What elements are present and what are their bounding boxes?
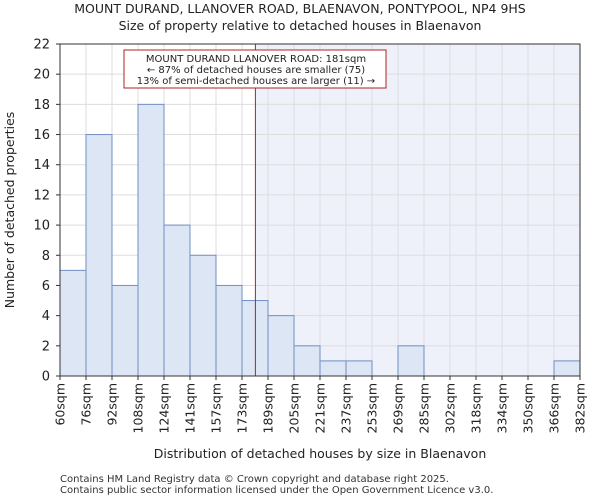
x-axis-ticks: 60sqm 76sqm 92sqm 108sqm 124sqm 141sqm 157sqm 1… [53, 376, 588, 433]
annotation-box [123, 49, 387, 89]
x-tick-label: 302sqm [443, 383, 458, 433]
x-tick-label: 141sqm [183, 383, 198, 433]
bar [85, 134, 113, 377]
x-tick-label: 157sqm [209, 383, 224, 433]
y-axis-label: Number of detached properties [2, 112, 17, 309]
x-tick-label: 285sqm [417, 383, 432, 433]
bar [163, 224, 191, 377]
bar [345, 360, 373, 377]
y-tick-label: 22 [33, 38, 50, 53]
annotation-line-3: 13% of semi-detached houses are larger (… [137, 76, 375, 87]
bar [59, 269, 87, 377]
x-tick-label: 366sqm [547, 383, 562, 433]
footer-line-1: Contains HM Land Registry data © Crown c… [60, 474, 449, 485]
x-tick-label: 221sqm [313, 383, 328, 433]
x-tick-label: 253sqm [365, 383, 380, 433]
x-tick-label: 205sqm [287, 383, 302, 433]
y-tick-label: 0 [42, 370, 50, 385]
x-tick-label: 269sqm [391, 383, 406, 433]
y-tick-label: 18 [33, 98, 50, 113]
y-tick-label: 10 [33, 219, 50, 234]
x-tick-label: 76sqm [79, 383, 94, 426]
bars [59, 103, 581, 377]
x-tick-label: 237sqm [339, 383, 354, 433]
histogram-chart: 0 2 4 6 8 10 12 14 16 18 20 22 60sqm 76sqm 92sqm 108sq… [2, 38, 588, 462]
annotation-line-1: MOUNT DURAND LLANOVER ROAD: 181sqm [146, 54, 366, 65]
y-tick-label: 20 [33, 68, 50, 83]
chart-subtitle: Size of property relative to detached ho… [118, 18, 482, 33]
x-tick-label: 173sqm [235, 383, 250, 433]
y-tick-label: 4 [42, 309, 50, 324]
bar [293, 345, 321, 377]
x-tick-label: 350sqm [521, 383, 536, 433]
right-of-marker-shade [255, 44, 580, 376]
bar [553, 360, 581, 377]
y-tick-label: 8 [42, 249, 50, 264]
bar [137, 103, 165, 377]
y-tick-label: 12 [33, 188, 50, 203]
bar [111, 284, 139, 377]
annotation-line-2: ← 87% of detached houses are smaller (75… [147, 65, 365, 76]
y-tick-label: 6 [42, 279, 50, 294]
x-tick-label: 189sqm [261, 383, 276, 433]
x-tick-label: 108sqm [131, 383, 146, 433]
y-tick-label: 16 [33, 128, 50, 143]
x-tick-label: 318sqm [469, 383, 484, 433]
chart-title: MOUNT DURAND, LLANOVER ROAD, BLAENAVON, … [74, 1, 526, 16]
bar [189, 254, 217, 377]
y-tick-label: 2 [42, 339, 50, 354]
x-tick-label: 124sqm [157, 383, 172, 433]
footer-line-2: Contains public sector information licen… [60, 485, 494, 496]
y-axis-ticks: 0 2 4 6 8 10 12 14 16 18 20 22 [33, 38, 60, 385]
x-tick-label: 334sqm [495, 383, 510, 433]
marker-annotation: MOUNT DURAND LLANOVER ROAD: 181sqm ← 87%… [123, 49, 387, 89]
x-tick-label: 92sqm [105, 383, 120, 426]
y-tick-label: 14 [33, 158, 50, 173]
bar [319, 360, 347, 377]
x-axis-label: Distribution of detached houses by size … [154, 446, 487, 461]
x-tick-label: 60sqm [53, 383, 68, 426]
bar [397, 345, 425, 377]
x-tick-label: 382sqm [573, 383, 588, 433]
bar [215, 284, 243, 377]
bar [267, 315, 295, 377]
